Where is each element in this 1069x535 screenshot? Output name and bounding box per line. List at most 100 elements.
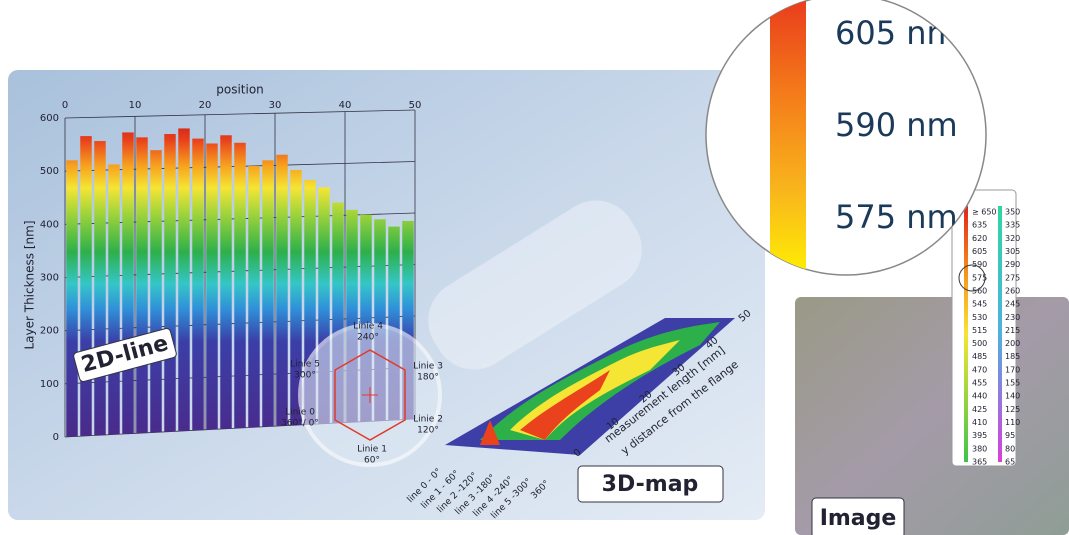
y-tick-label: 200 — [40, 326, 59, 337]
scale-label: 320 — [1005, 234, 1020, 243]
scale-label: 95 — [1005, 431, 1015, 440]
x-tick-label: 10 — [129, 100, 142, 111]
diagram-label: Linie 4 — [353, 322, 383, 332]
scale-label: 575 — [972, 273, 987, 282]
magnifier-label: 605 nm — [835, 14, 958, 52]
bar — [192, 138, 204, 431]
bar — [220, 135, 232, 429]
scale-label: 410 — [972, 418, 987, 427]
bar — [66, 160, 78, 437]
y-tick-label: 0 — [53, 432, 59, 443]
bar — [164, 134, 176, 432]
diagram-angle: 360°/ 0° — [281, 419, 319, 429]
scale-label: 440 — [972, 392, 987, 401]
diagram-angle: 60° — [364, 456, 380, 466]
magnifier-label: 590 nm — [835, 106, 958, 144]
magnifier-label: 575 nm — [835, 198, 958, 236]
scale-label: 380 — [972, 444, 987, 453]
scale-bar — [964, 206, 968, 462]
x-tick-label: 50 — [409, 100, 422, 111]
scale-label: 590 — [972, 260, 987, 269]
diagram-angle: 300° — [294, 371, 316, 381]
diagram-label: Linie 5 — [290, 360, 320, 370]
x-tick-label: 40 — [339, 100, 352, 111]
diagram-label: Linie 1 — [357, 445, 387, 455]
scale-label: 245 — [1005, 300, 1020, 309]
y-tick-label: 400 — [40, 219, 59, 230]
scale-label: 545 — [972, 300, 987, 309]
bar — [374, 219, 386, 421]
bar — [234, 142, 246, 429]
scale-label: 365 — [972, 458, 987, 467]
diagram-angle: 120° — [417, 426, 439, 436]
bar — [304, 180, 316, 425]
scale-label: 200 — [1005, 339, 1020, 348]
diagram-angle: 180° — [417, 373, 439, 383]
x-tick-label: 30 — [269, 100, 282, 111]
scale-bar — [998, 206, 1002, 462]
y-tick-label: 600 — [40, 113, 59, 124]
scale-label: 620 — [972, 234, 987, 243]
scale-label: 185 — [1005, 352, 1020, 361]
bar — [262, 160, 274, 427]
scale-label: 485 — [972, 352, 987, 361]
grid-line — [64, 109, 416, 119]
diagram-label: Linie 3 — [413, 362, 443, 372]
scale-label: 140 — [1005, 392, 1020, 401]
bar — [290, 169, 302, 426]
y-tick-label: 500 — [40, 166, 59, 177]
scale-label: 305 — [1005, 247, 1020, 256]
scale-label: 425 — [972, 405, 987, 414]
diagram-label: Linie 2 — [413, 415, 443, 425]
annotation-box — [577, 465, 724, 503]
scale-label: 455 — [972, 379, 987, 388]
scale-label: 395 — [972, 431, 987, 440]
bar — [94, 141, 106, 436]
map-3d — [445, 318, 735, 455]
bar — [332, 202, 344, 423]
image-label: Image — [820, 506, 897, 531]
bar — [318, 187, 330, 424]
scale-label: 635 — [972, 221, 987, 230]
y-tick-label: 300 — [40, 273, 59, 284]
y-axis-label: Layer Thickness [nm] — [23, 220, 37, 349]
bar — [276, 154, 288, 426]
x-tick-label: 0 — [62, 100, 68, 111]
map-tick-label: 0 — [572, 447, 584, 460]
zoom-marker — [958, 264, 986, 292]
scale-label: 335 — [1005, 221, 1020, 230]
scale-label: 350 — [1005, 208, 1020, 217]
scale-label: 275 — [1005, 273, 1020, 282]
scale-label: 290 — [1005, 260, 1020, 269]
scale-label: 110 — [1005, 418, 1020, 427]
scale-label: ≥ 650 — [972, 208, 997, 217]
scale-label: 605 — [972, 247, 987, 256]
bar — [402, 220, 414, 420]
scale-label: 260 — [1005, 286, 1020, 295]
y-tick-label: 100 — [40, 379, 59, 390]
bar — [108, 164, 120, 435]
image-label-box — [811, 497, 905, 535]
bar — [150, 150, 162, 433]
scale-label: 125 — [1005, 405, 1020, 414]
bar — [206, 143, 218, 430]
scale-label: 560 — [972, 286, 987, 295]
scale-label: 530 — [972, 313, 987, 322]
tube-diagram — [298, 200, 642, 467]
scale-label: 170 — [1005, 365, 1020, 374]
scale-label: 65 — [1005, 458, 1015, 467]
scale-label: 80 — [1005, 444, 1015, 453]
bar — [178, 128, 190, 431]
scale-label: 230 — [1005, 313, 1020, 322]
scale-label: 500 — [972, 339, 987, 348]
x-axis-label: position — [216, 83, 264, 97]
x-tick-label: 20 — [199, 100, 212, 111]
scale-label: 515 — [972, 326, 987, 335]
magnifier-strip — [770, 0, 806, 275]
bar — [346, 209, 358, 423]
bar — [122, 132, 134, 434]
bar — [388, 226, 400, 421]
bar — [248, 165, 260, 428]
